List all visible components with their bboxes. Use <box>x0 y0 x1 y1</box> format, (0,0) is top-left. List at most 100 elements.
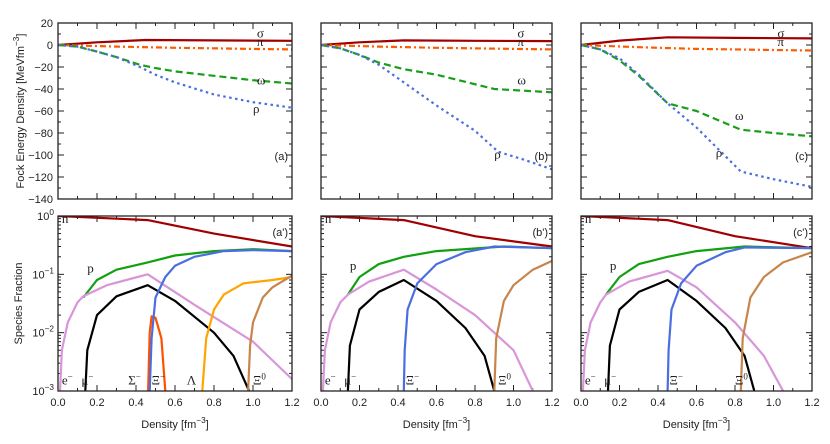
series-line-π <box>321 43 552 51</box>
panel-b-prime: (b') 0.0 0.2 0.4 0.6 0.8 1.0 1.2 <box>313 215 560 409</box>
series-line-ρ <box>581 43 812 188</box>
y-tick-label: −60 <box>34 106 53 118</box>
y-tick-label: −40 <box>34 84 53 96</box>
x-tick-label: 1.2 <box>544 397 559 409</box>
x-tick-label: 1.0 <box>245 397 260 409</box>
series-label: n <box>325 211 332 226</box>
series-line-Ξ− <box>402 245 552 391</box>
y-tick-label: 100 <box>37 208 54 223</box>
panel-label: (b') <box>532 227 548 239</box>
plot-frame <box>57 22 293 200</box>
x-tick-label: 0.2 <box>612 397 627 409</box>
y-tick-label: −140 <box>28 194 53 206</box>
plot-frame <box>580 22 813 200</box>
x-tick-label: 1.0 <box>506 397 521 409</box>
series-label: e− <box>62 371 73 387</box>
series-line-ω <box>321 43 552 94</box>
series-label: μ− <box>344 371 356 387</box>
series-line-n <box>58 216 292 248</box>
panel-b: (b) <box>320 22 553 200</box>
series-line-p <box>605 245 812 296</box>
panel-label: (a) <box>275 151 288 163</box>
series-line-π <box>58 43 292 51</box>
series-line-Ξ0 <box>739 251 812 391</box>
x-tick-label: 0.8 <box>206 397 221 409</box>
x-tick-label: 0.4 <box>650 397 665 409</box>
series-label: μ− <box>604 371 616 387</box>
x-tick-label: 0.0 <box>50 397 65 409</box>
panel-a: (a) 20 0 −20 −40 −60 −80 −100 −120 −140 <box>28 18 293 206</box>
series-line-μ− <box>84 284 251 391</box>
x-axis-label: Density [fm−3] <box>663 416 730 431</box>
series-label: σ <box>517 25 524 40</box>
x-tick-label: 0.6 <box>689 397 704 409</box>
series-label: n <box>585 211 592 226</box>
series-label: ρ <box>716 145 723 160</box>
series-line-σ <box>321 39 552 47</box>
x-axis-label: Density [fm−3] <box>141 416 208 431</box>
panel-a-prime: (a') 0.0 0.2 0.4 0.6 0.8 1.0 1.2 <box>50 215 300 409</box>
series-label: e− <box>325 371 336 387</box>
x-tick-label: 0.8 <box>727 397 742 409</box>
series-label: ω <box>257 73 266 88</box>
y-axis-label: Species Fraction <box>13 263 25 345</box>
plot-frame <box>580 215 813 392</box>
series-label: σ <box>257 25 264 40</box>
series-label: Σ− <box>128 371 141 387</box>
y-tick-label: 10−2 <box>32 325 54 340</box>
series-label: Ξ0 <box>735 371 748 387</box>
series-label: ρ <box>253 101 260 116</box>
panel-label: (c) <box>795 151 808 163</box>
series-line-Ξ− <box>148 249 292 391</box>
series-label: Ξ− <box>670 371 683 387</box>
x-tick-label: 0.4 <box>128 397 143 409</box>
series-label: ω <box>735 108 744 123</box>
panel-label: (c') <box>793 227 808 239</box>
series-line-π <box>581 43 812 52</box>
y-tick-label: −100 <box>28 150 53 162</box>
panel-c-prime: (c') 0.0 0.2 0.4 0.6 0.8 1.0 1.2 <box>573 215 820 409</box>
panel-c: (c) <box>580 22 813 200</box>
y-tick-label: −80 <box>34 128 53 140</box>
series-label: e− <box>585 371 596 387</box>
series-line-Λ <box>201 275 292 391</box>
series-line-n <box>581 216 812 250</box>
series-label: n <box>62 211 69 226</box>
x-tick-label: 1.2 <box>804 397 819 409</box>
panel-label: (a') <box>272 227 288 239</box>
y-tick-label: 20 <box>41 18 53 30</box>
series-label: σ <box>777 25 784 40</box>
series-line-Ξ0 <box>493 259 552 391</box>
series-line-ω <box>581 43 812 138</box>
y-tick-label: −20 <box>34 62 53 74</box>
series-label: p <box>610 258 617 273</box>
series-label: p <box>87 260 94 275</box>
series-line-σ <box>58 38 292 47</box>
series-line-p <box>346 245 552 296</box>
series-line-ω <box>58 43 292 85</box>
series-label: μ− <box>81 371 93 387</box>
x-axis-label: Density [fm−3] <box>403 416 470 431</box>
series-line-n <box>321 216 552 248</box>
x-tick-label: 0.2 <box>352 397 367 409</box>
x-tick-label: 0.0 <box>313 397 328 409</box>
y-tick-label: 10−1 <box>32 266 54 281</box>
series-line-σ <box>581 36 812 47</box>
x-tick-label: 0.2 <box>89 397 104 409</box>
series-label: Ξ0 <box>498 371 511 387</box>
x-tick-label: 0.0 <box>573 397 588 409</box>
series-line-ρ <box>321 43 552 171</box>
plot-frame <box>320 215 553 392</box>
series-label: π <box>517 34 524 49</box>
series-line-e− <box>321 268 534 391</box>
series-line-e− <box>58 273 292 391</box>
y-tick-label: 10−3 <box>32 383 54 398</box>
series-line-Ξ0 <box>247 274 292 391</box>
plot-frame <box>320 22 553 200</box>
plot-frame <box>57 215 293 392</box>
x-tick-label: 1.2 <box>284 397 299 409</box>
x-tick-label: 1.0 <box>766 397 781 409</box>
series-label: Λ <box>187 372 197 387</box>
series-line-μ− <box>606 278 756 391</box>
